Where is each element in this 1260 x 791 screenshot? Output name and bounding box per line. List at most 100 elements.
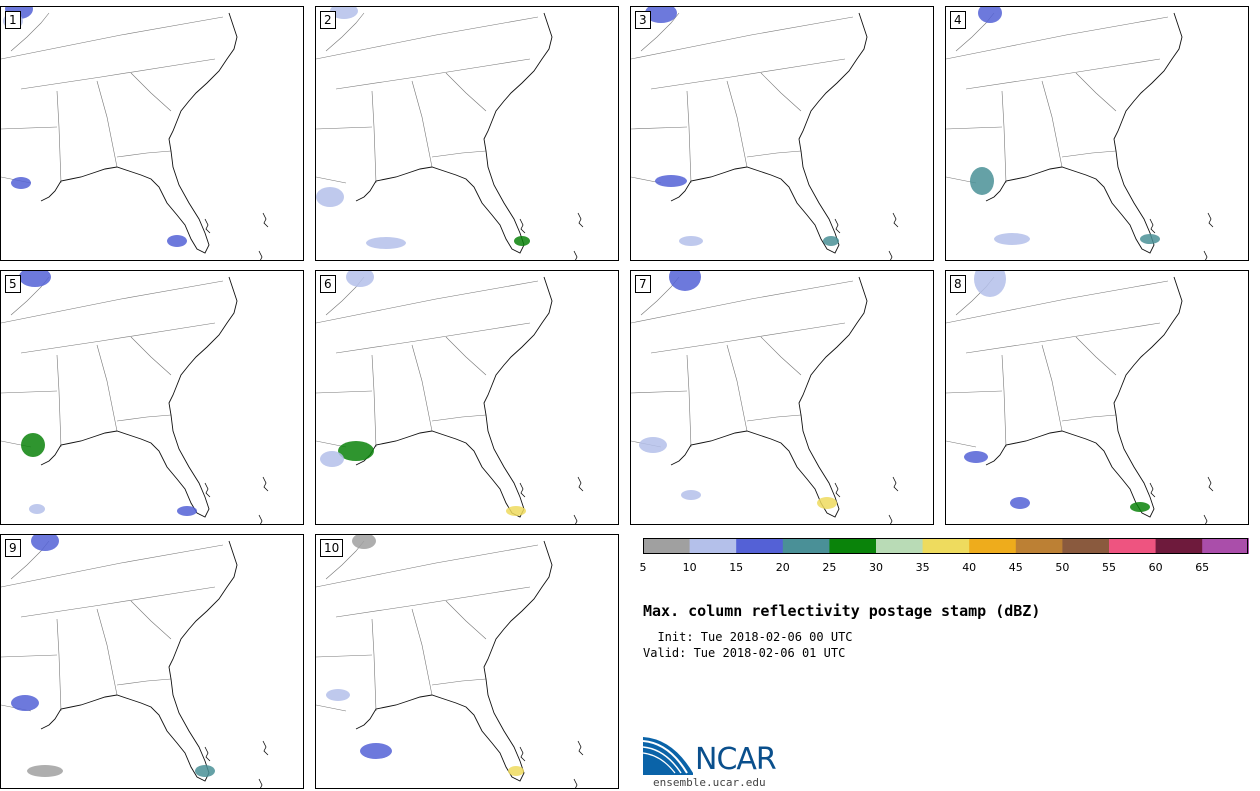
reflectivity-cell bbox=[11, 695, 39, 711]
panel-label: 4 bbox=[950, 11, 966, 29]
island bbox=[1149, 218, 1156, 234]
stamp-panel-8: 8 bbox=[945, 270, 1249, 525]
reflectivity-cell bbox=[1010, 497, 1030, 509]
state-border bbox=[965, 322, 1161, 354]
reflectivity-cell bbox=[817, 497, 837, 509]
island bbox=[573, 250, 578, 260]
island bbox=[262, 740, 269, 756]
state-border bbox=[726, 80, 748, 168]
reflectivity-cell bbox=[29, 504, 45, 514]
state-border bbox=[946, 280, 1169, 324]
state-border bbox=[1, 16, 224, 60]
colorbar-tick-label: 55 bbox=[1102, 561, 1116, 574]
base-map bbox=[631, 7, 899, 260]
colorbar-swatch bbox=[782, 538, 830, 554]
init-time: Init: Tue 2018-02-06 00 UTC bbox=[643, 630, 853, 644]
reflectivity-cell bbox=[330, 7, 358, 19]
colorbar-tick-label: 5 bbox=[639, 561, 647, 574]
colorbar-tick-label: 60 bbox=[1148, 561, 1163, 574]
reflectivity-cell bbox=[326, 689, 350, 701]
state-border bbox=[760, 336, 802, 376]
state-border bbox=[316, 544, 539, 588]
colorbar-tick-label: 15 bbox=[729, 561, 744, 574]
island bbox=[519, 218, 526, 234]
coastline bbox=[985, 276, 1183, 518]
state-border bbox=[325, 12, 365, 52]
reflectivity-cell bbox=[21, 433, 45, 457]
state-border bbox=[1075, 336, 1117, 376]
reflectivity-cell bbox=[1130, 502, 1150, 512]
island bbox=[573, 778, 578, 788]
state-border bbox=[130, 336, 172, 376]
state-border bbox=[650, 58, 846, 90]
reflectivity-cell bbox=[195, 765, 215, 777]
colorbar-swatch bbox=[736, 538, 784, 554]
state-border bbox=[335, 586, 531, 618]
island bbox=[834, 482, 841, 498]
colorbar-swatch bbox=[1015, 538, 1063, 554]
colorbar-swatch bbox=[1202, 538, 1249, 554]
island bbox=[258, 250, 263, 260]
panel-label: 1 bbox=[5, 11, 21, 29]
colorbar-swatch bbox=[689, 538, 737, 554]
panel-label: 9 bbox=[5, 539, 21, 557]
reflectivity-cell bbox=[167, 235, 187, 247]
state-border bbox=[746, 414, 802, 422]
state-border bbox=[631, 390, 688, 394]
panel-label: 7 bbox=[635, 275, 651, 293]
state-border bbox=[96, 344, 118, 432]
reflectivity-cell bbox=[31, 535, 59, 551]
reflectivity-cell bbox=[645, 7, 677, 23]
state-border bbox=[445, 72, 487, 112]
reflectivity-cell bbox=[978, 7, 1002, 23]
state-border bbox=[316, 16, 539, 60]
colorbar-tick-label: 40 bbox=[962, 561, 977, 574]
state-border bbox=[56, 354, 62, 448]
island bbox=[1207, 212, 1214, 228]
reflectivity-cell bbox=[964, 451, 988, 463]
coastline bbox=[985, 12, 1183, 254]
colorbar-swatch bbox=[1109, 538, 1157, 554]
state-border bbox=[411, 608, 433, 696]
colorbar-swatch bbox=[829, 538, 877, 554]
state-border bbox=[946, 16, 1169, 60]
base-map bbox=[316, 7, 584, 260]
state-border bbox=[1, 654, 58, 658]
panel-label: 6 bbox=[320, 275, 336, 293]
reflectivity-cell bbox=[177, 506, 197, 516]
ncar-logo bbox=[643, 737, 693, 775]
reflectivity-colorbar bbox=[643, 538, 1249, 554]
coastline bbox=[355, 12, 553, 254]
reflectivity-cell bbox=[27, 765, 63, 777]
figure-title: Max. column reflectivity postage stamp (… bbox=[643, 602, 1041, 620]
colorbar-swatch bbox=[876, 538, 924, 554]
colorbar-tick-label: 50 bbox=[1055, 561, 1070, 574]
colorbar-tick-label: 20 bbox=[775, 561, 790, 574]
state-border bbox=[411, 80, 433, 168]
island bbox=[1149, 482, 1156, 498]
state-border bbox=[746, 150, 802, 158]
state-border bbox=[116, 150, 172, 158]
reflectivity-cell bbox=[639, 437, 667, 453]
state-border bbox=[130, 72, 172, 112]
island bbox=[519, 482, 526, 498]
island bbox=[577, 476, 584, 492]
reflectivity-cell bbox=[514, 236, 530, 246]
reflectivity-cell bbox=[994, 233, 1030, 245]
stamp-panel-6: 6 bbox=[315, 270, 619, 525]
state-border bbox=[1, 544, 224, 588]
valid-time: Valid: Tue 2018-02-06 01 UTC bbox=[643, 646, 846, 660]
island bbox=[258, 514, 263, 524]
island bbox=[204, 746, 211, 762]
island bbox=[892, 212, 899, 228]
state-border bbox=[316, 704, 347, 712]
base-map bbox=[946, 271, 1214, 524]
state-border bbox=[56, 618, 62, 712]
colorbar-tick-label: 65 bbox=[1195, 561, 1210, 574]
state-border bbox=[10, 12, 50, 52]
state-border bbox=[371, 354, 377, 448]
base-map bbox=[1, 535, 269, 788]
panel-label: 5 bbox=[5, 275, 21, 293]
reflectivity-cell bbox=[679, 236, 703, 246]
panel-label: 10 bbox=[320, 539, 344, 557]
